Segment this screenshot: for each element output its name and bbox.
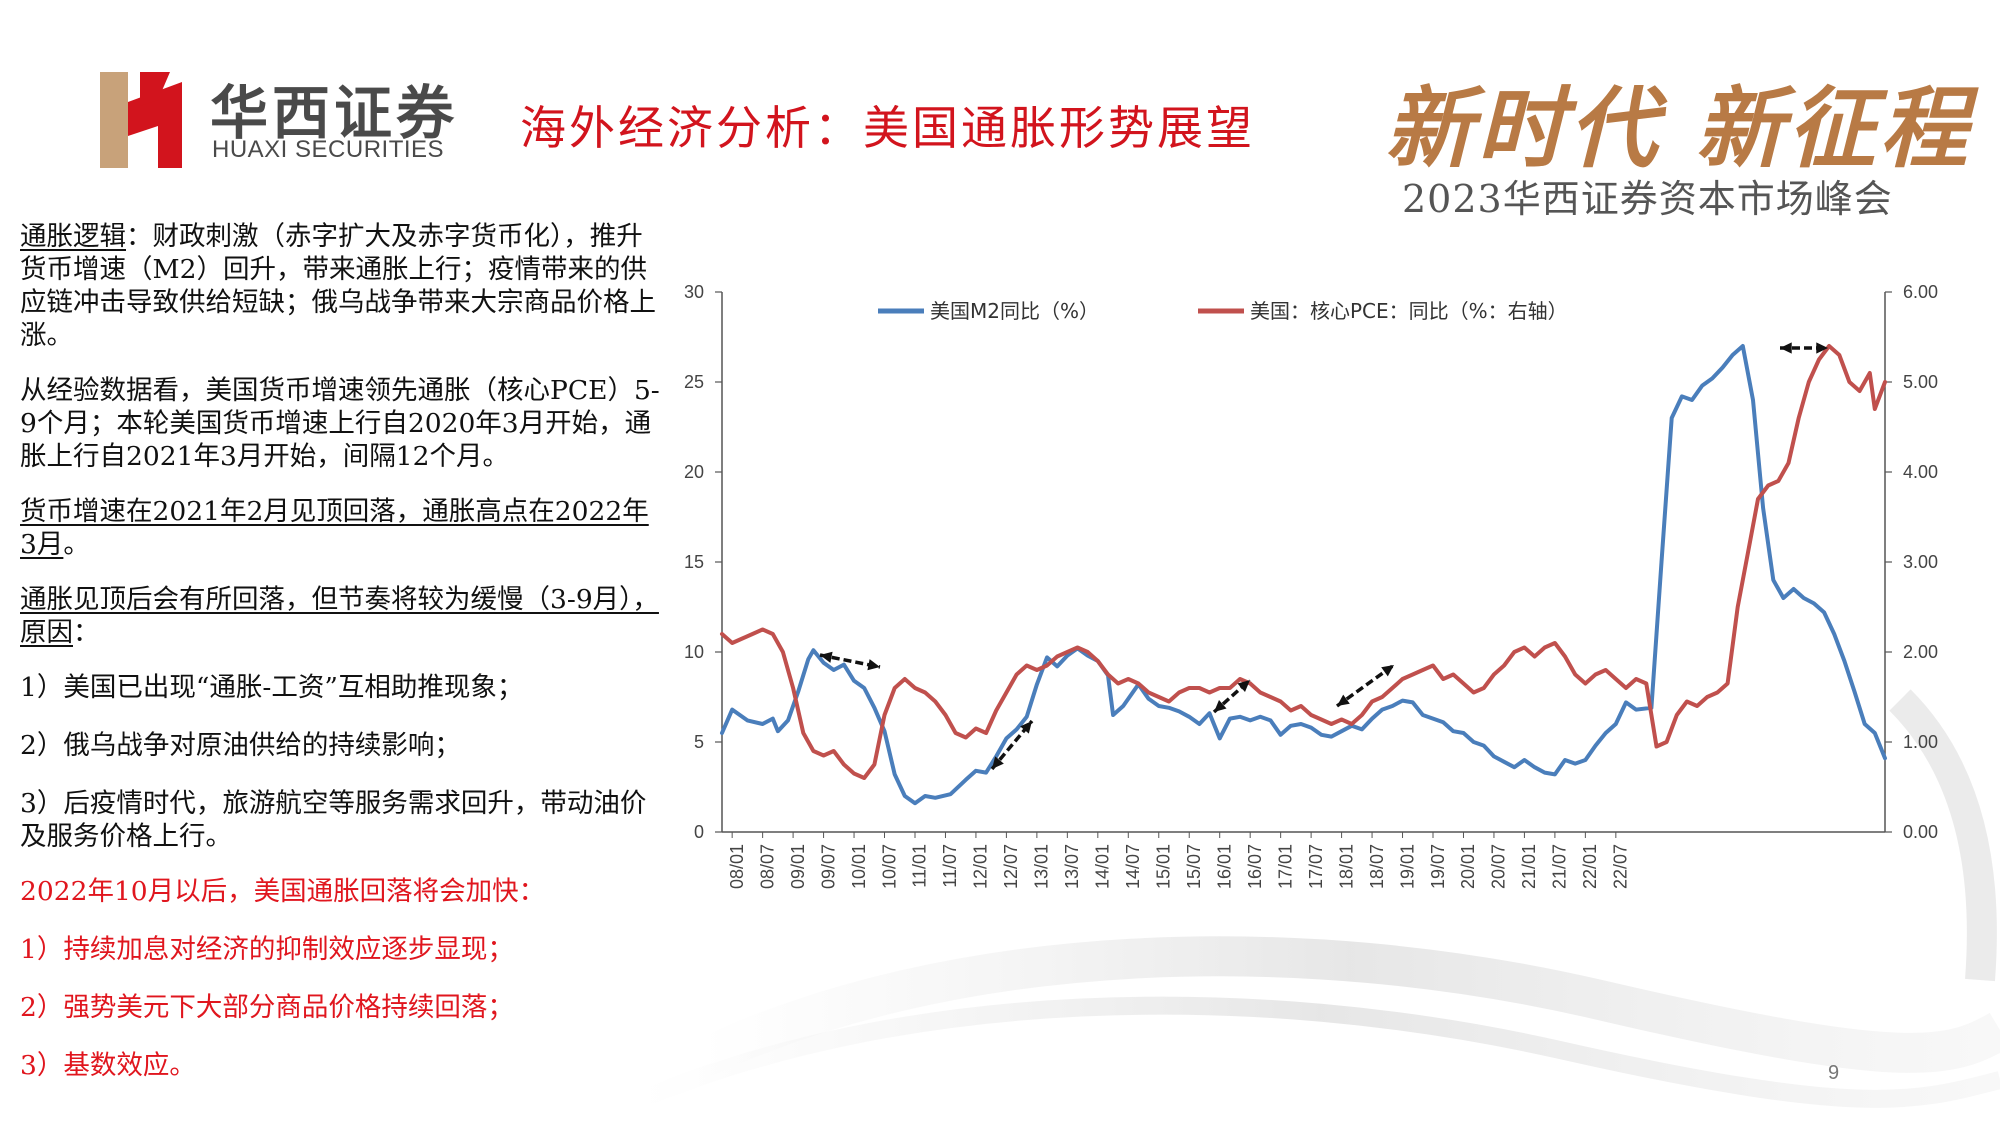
x-tick-label: 14/01: [1093, 844, 1113, 889]
paragraph-peak: 货币增速在2021年2月见顶回落，通胀高点在2022年3月。: [20, 495, 665, 561]
right-tick-label: 3.00: [1903, 552, 1938, 572]
right-tick-label: 0.00: [1903, 822, 1938, 842]
outlook-heading: 2022年10月以后，美国通胀回落将会加快：: [20, 876, 546, 907]
legend-pce-label: 美国：核心PCE：同比（%：右轴）: [1250, 299, 1568, 323]
x-tick-label: 09/01: [788, 844, 808, 889]
x-tick-label: 10/01: [849, 844, 869, 889]
right-tick-label: 2.00: [1903, 642, 1938, 662]
reason-1: 1）美国已出现“通胀-工资”互相助推现象；: [20, 672, 524, 703]
left-tick-label: 25: [684, 372, 704, 392]
arrowhead-icon: [1381, 665, 1394, 677]
company-logo: 华西证券 HUAXI SECURITIES: [100, 66, 460, 176]
arrowhead-icon: [820, 651, 833, 663]
x-tick-label: 16/01: [1214, 844, 1234, 889]
m2-vs-core-pce-chart: 0 5 10 15 20 25 30 0.00 1.00 2.00 3.00 4.00 5.00 6.00…: [640, 270, 1980, 930]
x-tick-label: 17/07: [1306, 844, 1326, 889]
x-tick-label: 17/01: [1275, 844, 1295, 889]
left-tick-label: 5: [694, 732, 704, 752]
reason-3: 3）后疫情时代，旅游航空等服务需求回升，带动油价及服务价格上行。: [20, 788, 647, 852]
logo-english-name: HUAXI SECURITIES: [212, 136, 445, 163]
arrowhead-icon: [1337, 694, 1350, 706]
arrowhead-icon: [992, 756, 1004, 769]
legend-m2-label: 美国M2同比（%）: [930, 299, 1099, 323]
x-tick-label: 21/07: [1550, 844, 1570, 889]
analysis-text: 通胀逻辑：财政刺激（赤字扩大及赤字货币化），推升货币增速（M2）回升，带来通胀上…: [20, 220, 665, 1104]
arrowhead-icon: [1816, 342, 1828, 354]
x-tick-label: 21/01: [1519, 844, 1539, 889]
logic-lead: 通胀逻辑: [20, 221, 126, 252]
peak-end: 。: [63, 529, 90, 560]
left-tick-label: 10: [684, 642, 704, 662]
outlook-3: 3）基数效应。: [20, 1050, 196, 1081]
x-tick-label: 22/07: [1611, 844, 1631, 889]
outlook-1: 1）持续加息对经济的抑制效应逐步显现；: [20, 934, 514, 965]
arrowhead-icon: [1237, 680, 1250, 693]
summit-name: 2023华西证券资本市场峰会: [1402, 177, 1893, 221]
arrowhead-icon: [1214, 699, 1227, 712]
x-tick-label: 08/07: [757, 844, 777, 889]
x-tick-label: 20/07: [1489, 844, 1509, 889]
x-tick-label: 20/01: [1458, 844, 1478, 889]
slide-title: 海外经济分析：美国通胀形势展望: [520, 101, 1255, 155]
page-number: 9: [1828, 1062, 1840, 1084]
x-tick-label: 12/07: [1001, 844, 1021, 889]
left-tick-label: 15: [684, 552, 704, 572]
arrowhead-icon: [1780, 342, 1792, 354]
m2-series-line: [720, 344, 1887, 806]
arrowhead-icon: [867, 659, 880, 671]
x-tick-label: 15/01: [1154, 844, 1174, 889]
right-tick-label: 5.00: [1903, 372, 1938, 392]
slogan: 新时代 新征程: [1385, 76, 1972, 180]
x-tick-label: 19/07: [1428, 844, 1448, 889]
x-tick-label: 22/01: [1580, 844, 1600, 889]
left-tick-label: 30: [684, 282, 704, 302]
reason-2: 2）俄乌战争对原油供给的持续影响；: [20, 730, 461, 761]
right-tick-label: 1.00: [1903, 732, 1938, 752]
peak-text: 货币增速在2021年2月见顶回落，通胀高点在2022年3月: [20, 496, 649, 560]
outlook-2: 2）强势美元下大部分商品价格持续回落；: [20, 992, 514, 1023]
right-tick-label: 4.00: [1903, 462, 1938, 482]
left-tick-label: 0: [694, 822, 704, 842]
logic-text: ：财政刺激（赤字扩大及赤字货币化），推升货币增速（M2）回升，带来通胀上行；疫情…: [20, 221, 656, 351]
chart-svg: 0 5 10 15 20 25 30 0.00 1.00 2.00 3.00 4.00 5.00 6.00…: [684, 282, 1938, 889]
x-tick-label: 16/07: [1245, 844, 1265, 889]
reasons-end: ：: [73, 617, 100, 648]
x-tick-label: 12/01: [971, 844, 991, 889]
x-tick-label: 13/07: [1062, 844, 1082, 889]
left-tick-label: 20: [684, 462, 704, 482]
x-tick-label: 18/01: [1336, 844, 1356, 889]
pce-series-line: [720, 344, 1887, 780]
x-tick-label: 11/07: [940, 844, 960, 888]
x-tick-label: 15/07: [1184, 844, 1204, 889]
x-tick-label: 13/01: [1032, 844, 1052, 889]
x-tick-label: 10/07: [879, 844, 899, 889]
right-tick-label: 6.00: [1903, 282, 1938, 302]
x-tick-label: 11/01: [910, 844, 930, 888]
paragraph-evidence: 从经验数据看，美国货币增速领先通胀（核心PCE）5-9个月；本轮美国货币增速上行…: [20, 375, 660, 472]
x-tick-label: 09/07: [818, 844, 838, 889]
arrowhead-icon: [1020, 721, 1032, 734]
paragraph-reasons: 通胀见顶后会有所回落，但节奏将较为缓慢（3-9月），原因：: [20, 583, 665, 649]
x-tick-label: 19/01: [1397, 844, 1417, 889]
reasons-text: 通胀见顶后会有所回落，但节奏将较为缓慢（3-9月），原因: [20, 584, 659, 648]
x-tick-label: 08/01: [727, 844, 747, 889]
logo-chinese-name: 华西证券: [210, 79, 459, 147]
paragraph-logic: 通胀逻辑：财政刺激（赤字扩大及赤字货币化），推升货币增速（M2）回升，带来通胀上…: [20, 220, 665, 352]
x-tick-label: 18/07: [1367, 844, 1387, 889]
huaxi-logo-icon: [100, 72, 182, 168]
x-tick-label: 14/07: [1123, 844, 1143, 889]
